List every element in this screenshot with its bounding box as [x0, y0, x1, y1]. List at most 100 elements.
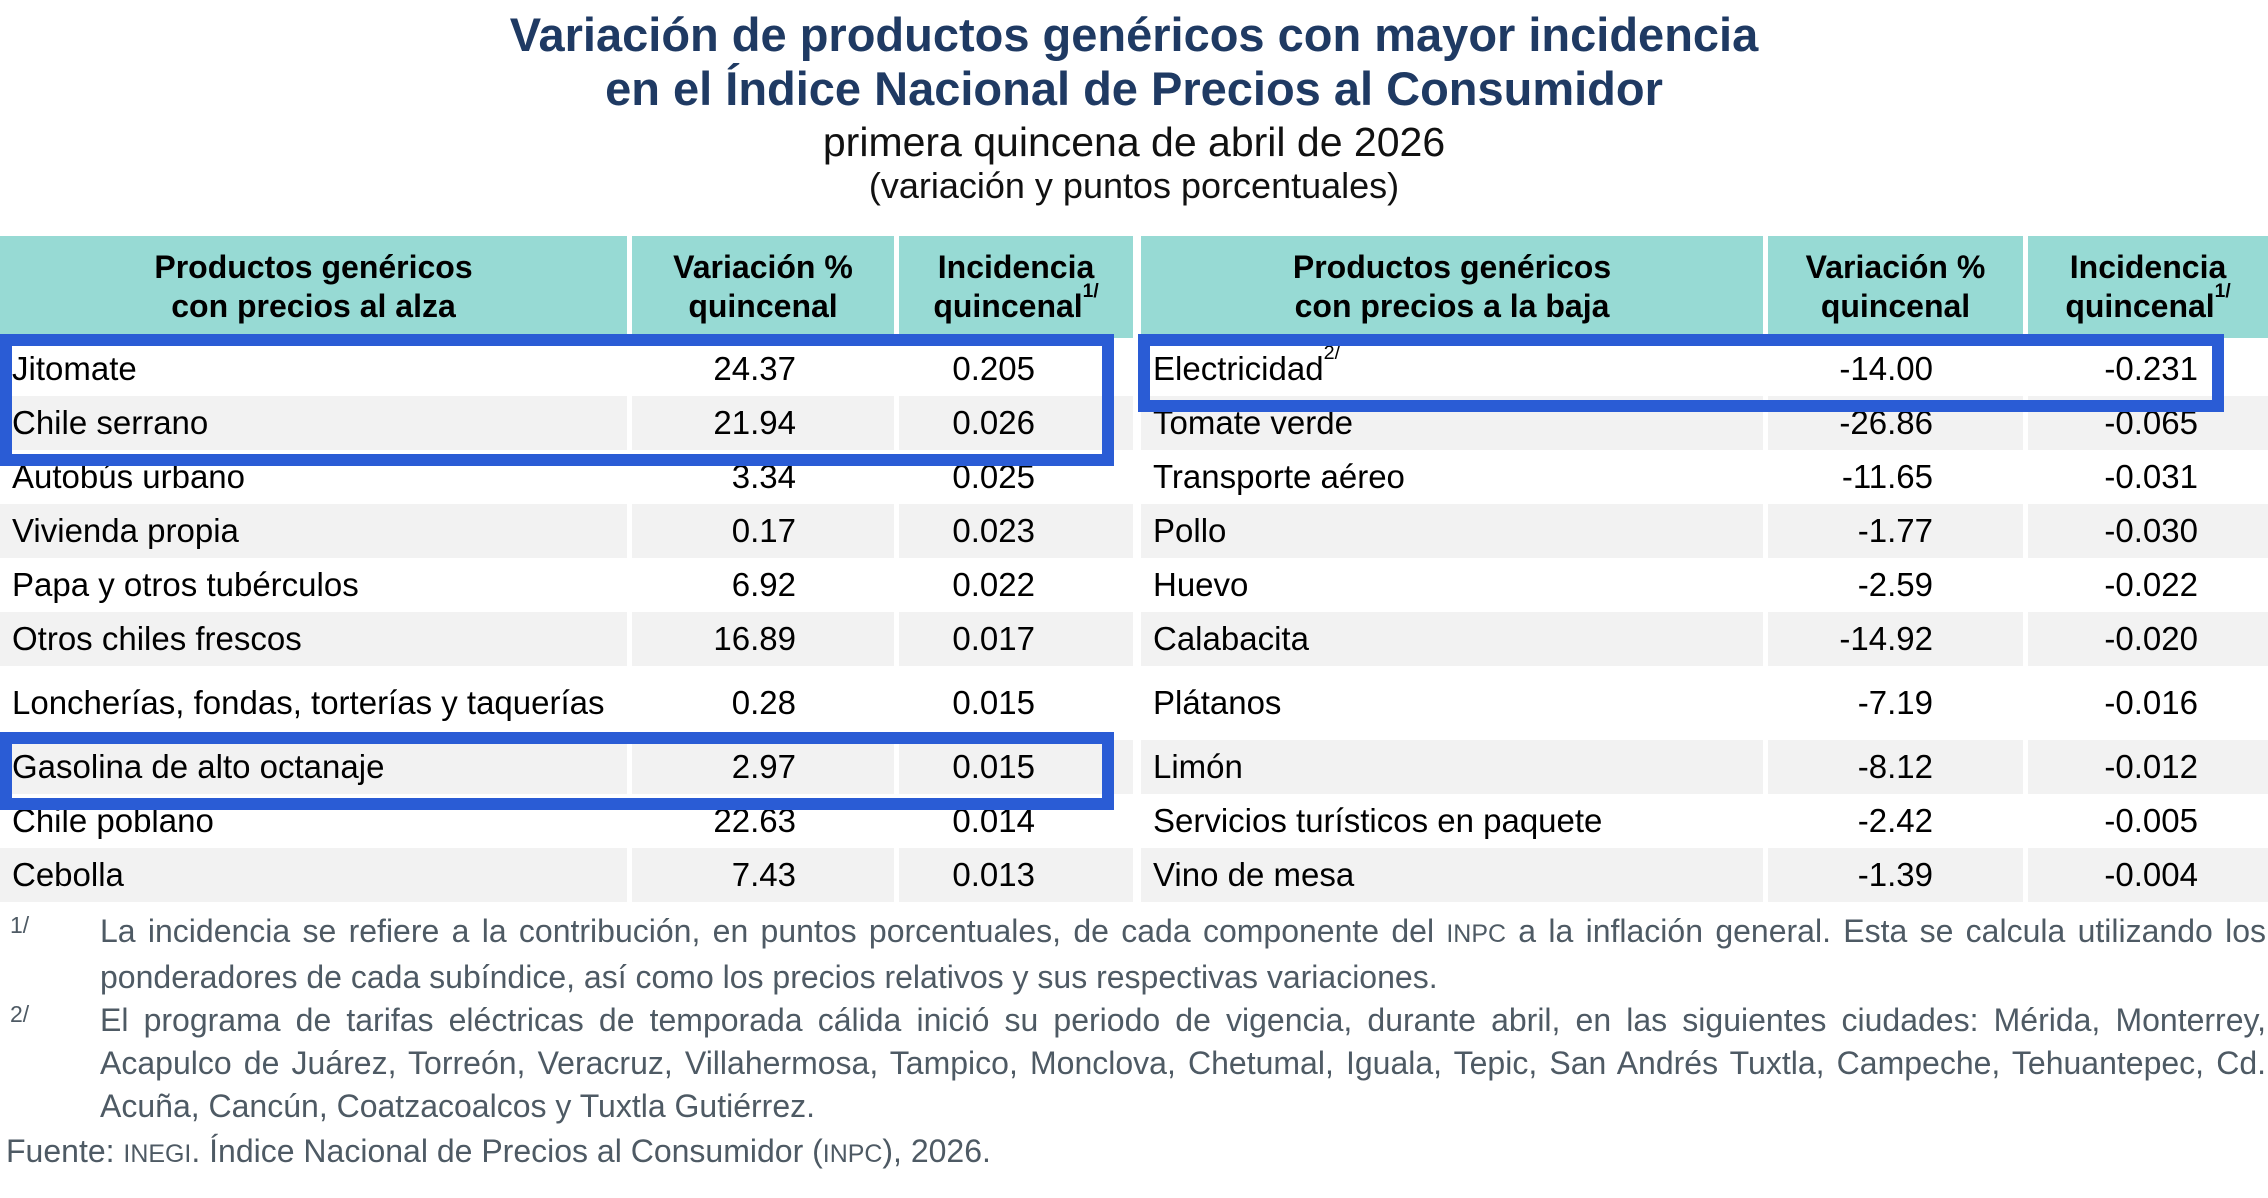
variacion-cell: 3.34 — [627, 450, 894, 504]
product-name-cell: Plátanos — [1153, 684, 1282, 721]
inegi-acronym: INEGI — [123, 1140, 192, 1168]
product-name-cell: Chile poblano — [12, 802, 214, 839]
table-row: Vino de mesa -1.39 -0.004 — [1141, 848, 2268, 902]
incidencia-cell: -0.005 — [2023, 794, 2268, 848]
footnote-2: 2/ El programa de tarifas eléctricas de … — [0, 999, 2268, 1128]
column-header-incidencia: Incidencia quincenal1/ — [2023, 236, 2268, 342]
table-row: Limón -8.12 -0.012 — [1141, 740, 2268, 794]
variacion-cell: 0.28 — [627, 666, 894, 740]
column-header-variacion: Variación % quincenal — [627, 236, 894, 342]
footnote-2-text: El programa de tarifas eléctricas de tem… — [100, 1002, 2266, 1124]
column-header-productos-baja: Productos genéricos con precios a la baj… — [1141, 236, 1763, 342]
variacion-cell: -2.42 — [1763, 794, 2023, 848]
product-name-cell: Loncherías, fondas, torterías y taquería… — [12, 684, 605, 721]
product-name-cell: Huevo — [1153, 566, 1249, 603]
title-line-2: en el Índice Nacional de Precios al Cons… — [605, 62, 1663, 115]
variacion-cell: 7.43 — [627, 848, 894, 902]
footnote-ref-1: 1/ — [2214, 280, 2231, 302]
product-name-cell: Limón — [1141, 740, 1763, 794]
footnote-ref-2: 2/ — [1323, 342, 1341, 365]
inpc-acronym: INPC — [822, 1140, 883, 1168]
footnote-1: 1/ La incidencia se refiere a la contrib… — [0, 910, 2268, 999]
product-name-cell: Vivienda propia — [0, 504, 627, 558]
footnote-2-marker: 2/ — [10, 1001, 30, 1027]
incidencia-cell: 0.023 — [894, 504, 1133, 558]
variacion-cell: 6.92 — [627, 558, 894, 612]
incidencia-cell: -0.022 — [2023, 558, 2268, 612]
product-name-cell: Jitomate — [12, 350, 137, 387]
incidencia-cell: 0.205 — [894, 342, 1133, 396]
incidencia-cell: -0.012 — [2023, 740, 2268, 794]
product-name-cell: Transporte aéreo — [1153, 458, 1405, 495]
product-name-cell: Vino de mesa — [1141, 848, 1763, 902]
variacion-cell: 2.97 — [627, 740, 894, 794]
table-row: Chile serrano 21.94 0.026 — [0, 396, 1133, 450]
incidencia-cell: 0.025 — [894, 450, 1133, 504]
table-row: Plátanos -7.19 -0.016 — [1141, 666, 2268, 740]
variacion-cell: -2.59 — [1763, 558, 2023, 612]
table-row: Calabacita -14.92 -0.020 — [1141, 612, 2268, 666]
table-row: Huevo -2.59 -0.022 — [1141, 558, 2268, 612]
product-name-cell: Electricidad2/ — [1153, 342, 1341, 387]
variacion-cell: -8.12 — [1763, 740, 2023, 794]
table-body-baja: Electricidad2/-14.00 -0.231 Tomate verde -2… — [1141, 342, 2268, 902]
product-name-cell: Pollo — [1141, 504, 1763, 558]
incidencia-cell: 0.017 — [894, 612, 1133, 666]
footnotes-block: 1/ La incidencia se refiere a la contrib… — [0, 910, 2268, 1176]
incidencia-cell: 0.013 — [894, 848, 1133, 902]
table-row: Gasolina de alto octanaje 2.97 0.015 — [0, 740, 1133, 794]
product-name-cell: Servicios turísticos en paquete — [1153, 802, 1603, 839]
incidencia-cell: -0.065 — [2023, 396, 2268, 450]
table-row: Papa y otros tubérculos 6.92 0.022 — [0, 558, 1133, 612]
variacion-cell: 16.89 — [627, 612, 894, 666]
table-row: Otros chiles frescos 16.89 0.017 — [0, 612, 1133, 666]
incidencia-cell: 0.026 — [894, 396, 1133, 450]
units-note: (variación y puntos porcentuales) — [868, 165, 1400, 206]
table-precios-a-la-baja: Productos genéricos con precios a la baj… — [1141, 236, 2268, 902]
product-name-cell: Otros chiles frescos — [0, 612, 627, 666]
variacion-cell: -26.86 — [1763, 396, 2023, 450]
variacion-cell: 0.17 — [627, 504, 894, 558]
product-name-cell: Gasolina de alto octanaje — [0, 740, 627, 794]
table-row: Pollo -1.77 -0.030 — [1141, 504, 2268, 558]
incidencia-cell: -0.016 — [2023, 666, 2268, 740]
incidencia-cell: 0.022 — [894, 558, 1133, 612]
product-name-cell: Tomate verde — [1141, 396, 1763, 450]
table-row: Autobús urbano 3.34 0.025 — [0, 450, 1133, 504]
incidencia-cell: -0.031 — [2023, 450, 2268, 504]
product-name-cell: Calabacita — [1141, 612, 1763, 666]
source-line: Fuente: INEGI. Índice Nacional de Precio… — [6, 1133, 991, 1169]
subtitle-period: primera quincena de abril de 2026 — [822, 119, 1446, 165]
product-name-cell: Autobús urbano — [12, 458, 246, 495]
variacion-cell: 22.63 — [627, 794, 894, 848]
table-precios-al-alza: Productos genéricos con precios al alza … — [0, 236, 1133, 902]
table-row: Tomate verde -26.86 -0.065 — [1141, 396, 2268, 450]
footnote-1-text: La incidencia se refiere a la contribuci… — [100, 913, 2267, 995]
variacion-cell: -7.19 — [1763, 666, 2023, 740]
incidencia-cell: 0.015 — [894, 740, 1133, 794]
table-row: Loncherías, fondas, torterías y taquería… — [0, 666, 1133, 740]
product-name-cell: Cebolla — [0, 848, 627, 902]
product-name-cell: Chile serrano — [0, 396, 627, 450]
table-row: Transporte aéreo -11.65 -0.031 — [1141, 450, 2268, 504]
table-row: Chile poblano 22.63 0.014 — [0, 794, 1133, 848]
incidencia-cell: -0.231 — [2023, 342, 2268, 396]
product-name-cell: Papa y otros tubérculos — [12, 566, 359, 603]
variacion-cell: 24.37 — [627, 342, 894, 396]
table-row: Servicios turísticos en paquete -2.42 -0.0… — [1141, 794, 2268, 848]
table-row: Cebolla 7.43 0.013 — [0, 848, 1133, 902]
inpc-acronym: INPC — [1446, 920, 1506, 948]
incidencia-cell: -0.030 — [2023, 504, 2268, 558]
variacion-cell: -11.65 — [1763, 450, 2023, 504]
table-row: Vivienda propia 0.17 0.023 — [0, 504, 1133, 558]
table-row: Jitomate 24.37 0.205 — [0, 342, 1133, 396]
title-line-1: Variación de productos genéricos con may… — [509, 8, 1759, 61]
footnote-1-marker: 1/ — [10, 912, 30, 938]
column-header-incidencia: Incidencia quincenal1/ — [894, 236, 1133, 342]
header-row: Productos genéricos con precios a la baj… — [1141, 236, 2268, 342]
incidencia-cell: 0.015 — [894, 666, 1133, 740]
incidencia-cell: -0.020 — [2023, 612, 2268, 666]
header-row: Productos genéricos con precios al alza … — [0, 236, 1133, 342]
variacion-cell: -1.77 — [1763, 504, 2023, 558]
column-header-variacion: Variación % quincenal — [1763, 236, 2023, 342]
